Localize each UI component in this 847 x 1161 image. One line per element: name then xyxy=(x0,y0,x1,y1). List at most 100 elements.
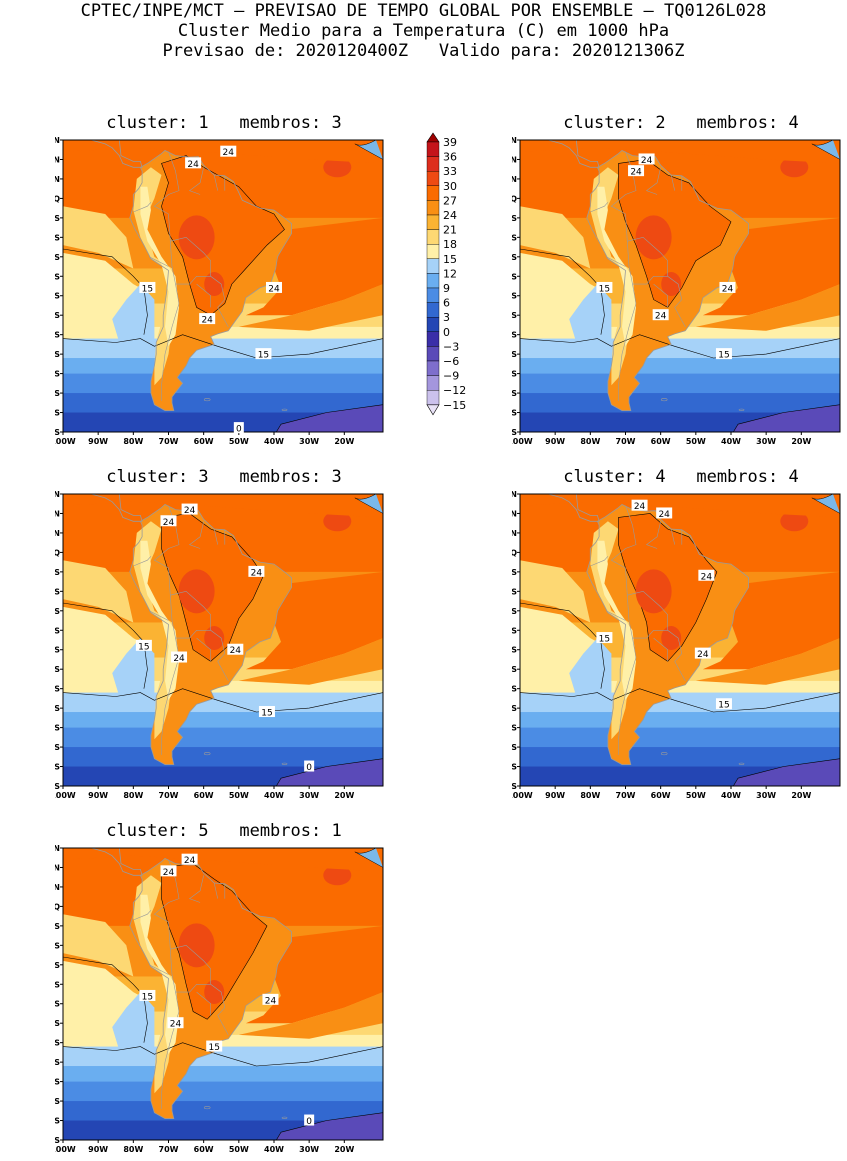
colorbar-label: 3 xyxy=(443,311,450,324)
contour-label: 24 xyxy=(658,510,670,520)
lat-tick-label: 20S xyxy=(512,626,517,635)
south-america-coastline xyxy=(586,504,750,766)
lat-tick-label: 55S xyxy=(55,763,60,772)
lon-tick-label: 80W xyxy=(580,791,600,800)
contour-label: 24 xyxy=(230,646,242,656)
colorbar-label: 21 xyxy=(443,224,457,237)
lat-tick-label: 55S xyxy=(512,409,517,418)
lat-tick-label: 25S xyxy=(55,1000,60,1009)
contour-label-box xyxy=(719,281,736,293)
map-frame xyxy=(519,139,841,433)
temperature-field xyxy=(63,494,383,786)
contour-label: 15 xyxy=(261,709,272,719)
lat-tick-label: 40S xyxy=(55,704,60,713)
lat-tick-label: 25S xyxy=(55,292,60,301)
contour-label: 24 xyxy=(223,148,235,158)
map-canvas: 15N 10N 5N EQ 5S 10S 15S 20S 25S 30S 35S 40S 45S 50S 5… xyxy=(512,136,841,446)
lon-tick-label: 70W xyxy=(159,437,179,446)
lat-tick-label: 60S xyxy=(55,782,60,791)
map-frame xyxy=(62,493,384,787)
lat-tick-label: 60S xyxy=(512,428,517,437)
south-america-coastline xyxy=(586,150,750,412)
contour-label-box xyxy=(185,157,202,169)
lat-tick-label: 20S xyxy=(512,272,517,281)
contour-label: 15 xyxy=(138,642,149,652)
lat-tick-label: 10N xyxy=(512,509,517,518)
cluster-panel-4: cluster: 4 membros: 4 15N 10N 5N EQ 5S 10S 15S… xyxy=(512,467,842,802)
lat-tick-label: 20S xyxy=(55,626,60,635)
lon-tick-label: 100W xyxy=(55,437,76,446)
lon-tick-label: 20W xyxy=(334,437,354,446)
colorbar-label: 0 xyxy=(443,326,450,339)
lon-tick-label: 90W xyxy=(88,1145,108,1154)
lat-tick-label: 25S xyxy=(512,292,517,301)
lat-tick-label: 50S xyxy=(55,743,60,752)
contour-label: 24 xyxy=(251,568,263,578)
lon-tick-label: 60W xyxy=(651,437,671,446)
contour-label-box xyxy=(233,422,244,434)
lat-tick-label: 40S xyxy=(55,350,60,359)
contour-label-box xyxy=(652,309,669,321)
contour-label: 15 xyxy=(599,284,610,294)
lat-tick-label: 10S xyxy=(512,587,517,596)
lat-tick-label: 10N xyxy=(55,155,60,164)
contour-label: 24 xyxy=(265,996,277,1006)
lat-tick-label: 30S xyxy=(55,1019,60,1028)
contour-label: 24 xyxy=(641,156,653,166)
contour-label-box xyxy=(694,647,711,659)
contour-label-box xyxy=(171,651,188,663)
contour-label-box xyxy=(304,1114,315,1126)
map-frame xyxy=(62,139,384,433)
lat-tick-label: 50S xyxy=(55,1097,60,1106)
lon-tick-label: 70W xyxy=(159,791,179,800)
cluster-panel-2: cluster: 2 membros: 4 15N 10N 5N EQ 5S 10S 15S… xyxy=(512,113,842,448)
lat-tick-label: 60S xyxy=(55,428,60,437)
lon-tick-label: 40W xyxy=(264,791,284,800)
contour-label-box xyxy=(255,348,272,360)
lon-tick-label: 70W xyxy=(616,437,636,446)
colorbar-swatch xyxy=(426,214,440,230)
colorbar-label: 12 xyxy=(443,267,457,280)
lat-tick-label: 45S xyxy=(512,370,517,379)
lat-tick-label: 30S xyxy=(512,665,517,674)
lon-tick-label: 70W xyxy=(616,791,636,800)
lat-tick-label: 15S xyxy=(512,607,517,616)
contour-label: 24 xyxy=(173,654,185,664)
colorbar-label: 39 xyxy=(443,136,457,149)
map-canvas: 15N 10N 5N EQ 5S 10S 15S 20S 25S 30S 35S 40S 45S 50S 5… xyxy=(512,490,841,800)
lon-tick-label: 80W xyxy=(123,437,143,446)
contour-label: 24 xyxy=(184,856,196,866)
lon-tick-label: 60W xyxy=(194,1145,214,1154)
lat-tick-label: 10S xyxy=(55,941,60,950)
lat-tick-label: 5N xyxy=(512,175,517,184)
lat-tick-label: 35S xyxy=(512,331,517,340)
map-frame xyxy=(62,847,384,1141)
colorbar-swatch xyxy=(426,229,440,245)
lon-tick-label: 50W xyxy=(229,437,249,446)
contour-label: 0 xyxy=(236,425,242,435)
contour-label: 15 xyxy=(599,635,610,645)
lat-tick-label: 10S xyxy=(512,233,517,242)
colorbar-swatch xyxy=(426,316,440,332)
contour-label: 15 xyxy=(258,351,269,361)
contour-label-box xyxy=(265,281,282,293)
lat-tick-label: 35S xyxy=(55,1039,60,1048)
lat-tick-label: 5S xyxy=(512,568,517,577)
lat-tick-label: 40S xyxy=(55,1058,60,1067)
panel-title: cluster: 5 membros: 1 xyxy=(106,821,342,841)
contour-label-box xyxy=(248,565,265,577)
lon-tick-label: 80W xyxy=(123,1145,143,1154)
contour-label-box xyxy=(139,281,156,293)
lon-tick-label: 80W xyxy=(123,791,143,800)
forecast-dates: Previsao de: 2020120400Z Valido para: 20… xyxy=(162,41,685,61)
lon-tick-label: 30W xyxy=(299,1145,319,1154)
lat-tick-label: 35S xyxy=(55,685,60,694)
contour-label-box xyxy=(596,632,613,644)
colorbar-label: 18 xyxy=(443,238,457,251)
lat-tick-label: 45S xyxy=(512,724,517,733)
colorbar-swatch xyxy=(426,258,440,274)
contour-label: 24 xyxy=(701,572,713,582)
contour-label: 24 xyxy=(163,518,175,528)
cluster-panel-5: cluster: 5 membros: 1 15N 10N 5N EQ 5S 10S 15S… xyxy=(55,821,385,1156)
